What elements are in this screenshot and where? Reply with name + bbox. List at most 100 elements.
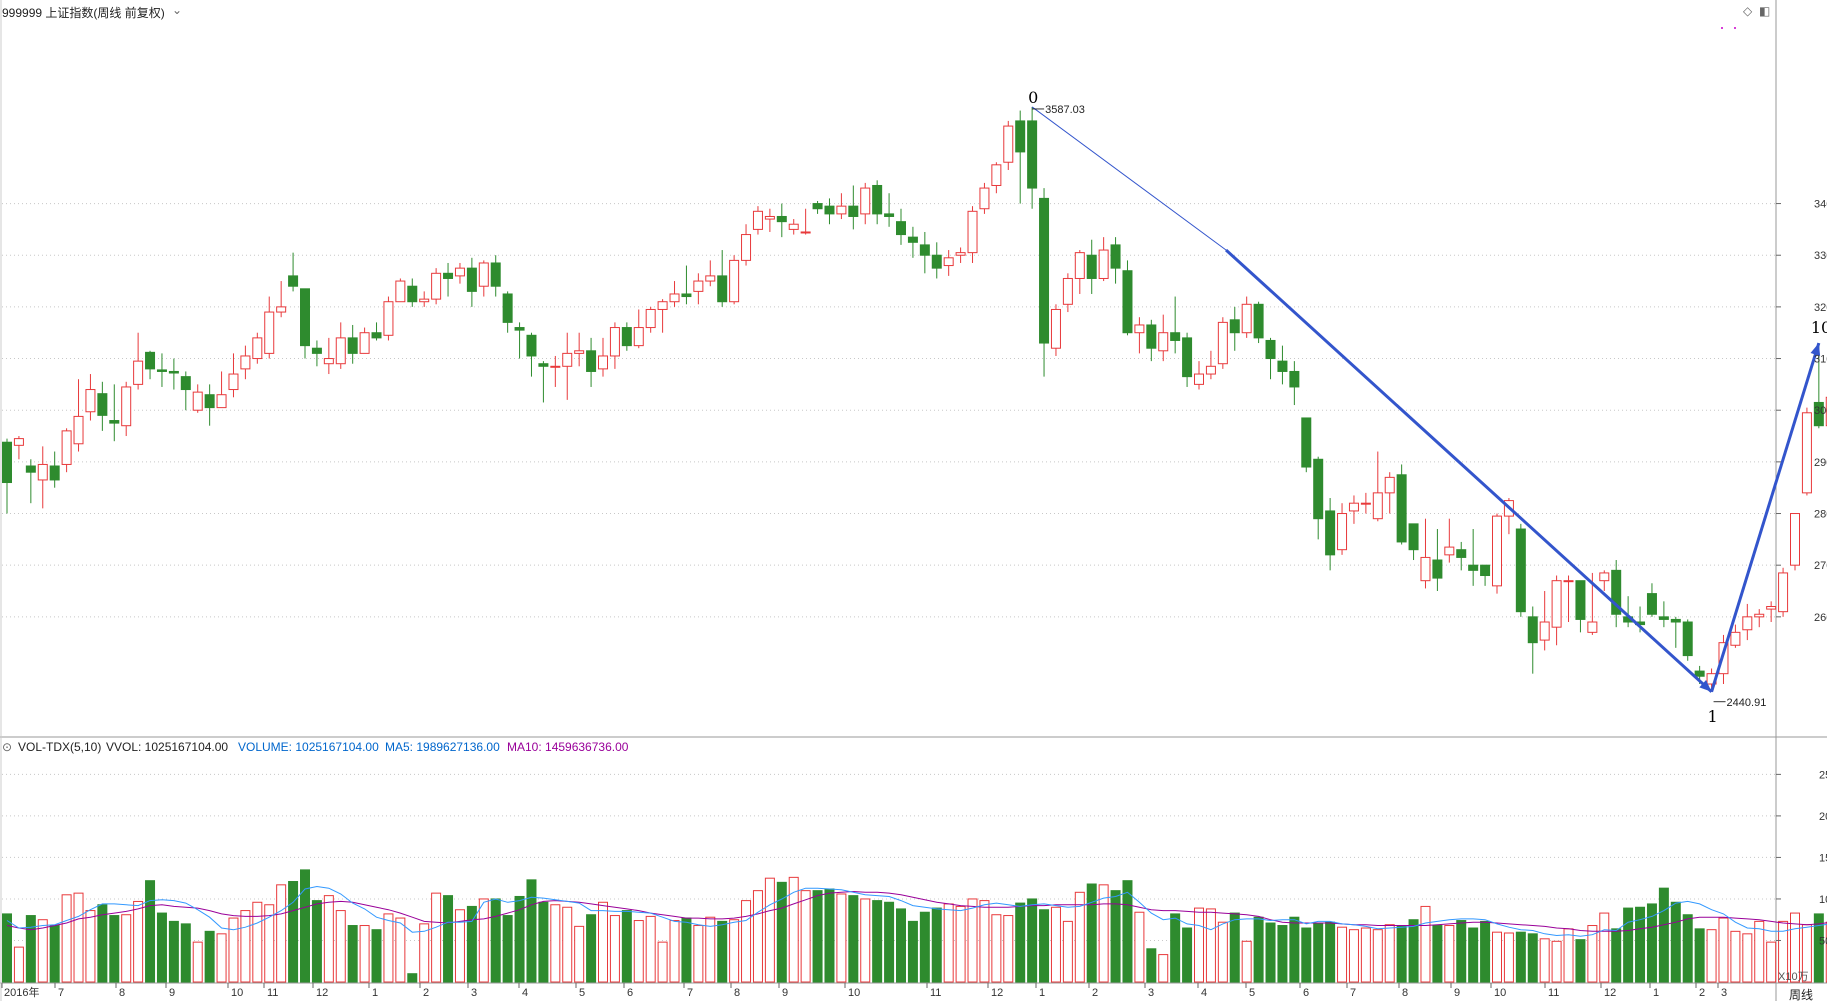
volume-bar — [1195, 908, 1204, 982]
candle-body — [1349, 503, 1358, 511]
volume-bar — [658, 942, 667, 982]
volume-bar — [849, 896, 858, 982]
volume-bar — [503, 916, 512, 982]
time-tick-label: 1 — [1039, 987, 1045, 999]
time-tick-label: 8 — [734, 987, 740, 999]
candle-body — [193, 392, 202, 410]
time-tick-label: 12 — [991, 987, 1003, 999]
volume-bar — [1242, 941, 1251, 982]
volume-indicator-name[interactable]: VOL-TDX(5,10) — [18, 740, 101, 754]
volume-bar — [539, 902, 548, 982]
candle-body — [1159, 333, 1168, 351]
candle-body — [599, 356, 608, 369]
volume-bar — [706, 917, 715, 982]
volume-bar — [1314, 924, 1323, 982]
time-tick-label: 9 — [169, 987, 175, 999]
volume-value: VOLUME: 1025167104.00 — [238, 740, 379, 754]
time-tick-label: 9 — [1454, 987, 1460, 999]
candle-body — [908, 237, 917, 242]
candle-body — [1254, 304, 1263, 338]
candle-body — [229, 374, 238, 389]
candle-body — [14, 439, 23, 446]
wave-label-1: 1 — [1708, 707, 1718, 726]
candle-body — [1314, 459, 1323, 518]
candle-body — [324, 359, 333, 364]
volume-bar — [1338, 927, 1347, 982]
volume-bar — [312, 901, 321, 982]
volume-bar — [444, 896, 453, 982]
time-tick-label: 9 — [782, 987, 788, 999]
candle-body — [1791, 514, 1800, 566]
volume-unit-label: X10万 — [1778, 968, 1809, 984]
volume-bar — [1123, 881, 1132, 982]
candle-body — [1195, 374, 1204, 384]
diamond-icon[interactable]: ◇ — [1743, 4, 1752, 18]
candle-body — [1397, 475, 1406, 542]
price-tick-label: 2900 — [1814, 457, 1827, 469]
volume-bar — [551, 905, 560, 982]
volume-menu-icon[interactable]: ⊙ — [2, 740, 12, 754]
price-tick-label: 3200 — [1814, 302, 1827, 314]
candle-body — [587, 351, 596, 372]
candle-body — [1171, 333, 1180, 341]
volume-tick-label: 20000 — [1819, 811, 1827, 823]
candle-body — [1147, 325, 1156, 348]
candle-body — [169, 371, 178, 373]
candle-body — [38, 464, 47, 479]
candle-body — [1206, 366, 1215, 374]
time-tick-label: 4 — [522, 987, 528, 999]
candle-body — [1051, 309, 1060, 348]
volume-bar — [575, 926, 584, 982]
volume-bar — [277, 885, 286, 982]
volume-bar — [3, 914, 12, 982]
volume-bar — [1719, 918, 1728, 982]
candle-body — [74, 416, 83, 443]
candle-body — [384, 302, 393, 336]
candle-body — [134, 361, 143, 384]
panel-toggle-icon[interactable]: ◧ — [1759, 4, 1770, 18]
volume-bar — [825, 889, 834, 982]
volume-tick-label: 10000 — [1819, 894, 1827, 906]
volume-bar — [98, 905, 107, 982]
candle-body — [348, 338, 357, 353]
candle-body — [694, 281, 703, 291]
candle-body — [610, 328, 619, 356]
candle-body — [1040, 198, 1049, 343]
candle-body — [1361, 503, 1370, 504]
marker-dot — [1734, 27, 1736, 29]
volume-bar — [1743, 934, 1752, 982]
vvol-value: VVOL: 1025167104.00 — [106, 740, 228, 754]
candle-body — [157, 370, 166, 372]
candle-body — [634, 328, 643, 346]
volume-bar — [1028, 899, 1037, 982]
volume-bar — [467, 906, 476, 982]
volume-bar — [1409, 920, 1418, 982]
volume-bar — [1135, 912, 1144, 982]
candle-body — [491, 263, 500, 286]
volume-bar — [205, 931, 214, 982]
candle-body — [1028, 121, 1037, 188]
candle-body — [1278, 361, 1287, 371]
volume-bar — [1731, 931, 1740, 982]
chevron-down-icon[interactable]: ⌄ — [172, 3, 182, 17]
volume-bar — [432, 893, 441, 982]
volume-bar — [885, 902, 894, 982]
volume-bar — [873, 901, 882, 982]
candle-body — [897, 222, 906, 235]
chart-title: 999999 上证指数(周线 前复权) — [2, 4, 165, 21]
time-tick-label: 2 — [423, 987, 429, 999]
candle-body — [682, 294, 691, 297]
volume-bar — [1385, 925, 1394, 982]
candle-body — [1457, 550, 1466, 558]
volume-bar — [1576, 940, 1585, 982]
volume-bar — [265, 905, 274, 982]
volume-bar — [1266, 923, 1275, 982]
candle-body — [1647, 594, 1656, 615]
price-tick-label: 3000 — [1814, 405, 1827, 417]
volume-bars-layer — [3, 759, 1827, 982]
candle-body — [789, 224, 798, 229]
volume-bar — [1552, 941, 1561, 982]
volume-bar — [74, 893, 83, 982]
period-label[interactable]: 周线 — [1789, 986, 1813, 1003]
